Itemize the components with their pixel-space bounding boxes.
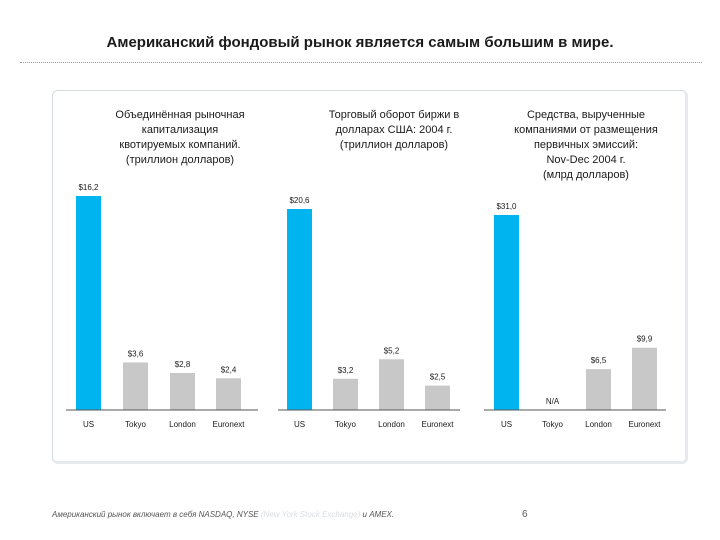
footnote-suffix: и AMEX. (360, 510, 395, 519)
chart-2-category-label: US (294, 420, 305, 429)
chart-3-title-line: Nov-Dec 2004 г. (546, 154, 625, 166)
chart-2-bar-london (379, 359, 404, 410)
chart-3-value-label: N/A (546, 397, 560, 406)
chart-1-category-label: Euronext (212, 420, 245, 429)
chart-1-category-label: Tokyo (125, 420, 146, 429)
chart-1-title-line: квотируемых компаний. (119, 139, 240, 151)
chart-3-category-label: Euronext (628, 420, 661, 429)
chart-2-category-label: Euronext (421, 420, 454, 429)
chart-1-bar-us (76, 196, 101, 410)
chart-3-bar-london (586, 369, 611, 410)
title-divider (20, 62, 702, 63)
chart-2-title-line: Торговый оборот биржи в (329, 109, 460, 121)
chart-1-value-label: $2,8 (175, 360, 191, 369)
chart-1-title-line: капитализация (142, 124, 218, 136)
footnote-faded: (New York Stock Exchange) (258, 510, 361, 519)
chart-2-value-label: $2,5 (430, 373, 446, 382)
chart-1-bar-tokyo (123, 362, 148, 410)
chart-2-bar-us (287, 209, 312, 410)
chart-1-title-line: Объединённая рыночная (115, 109, 244, 121)
chart-2-bar-euronext (425, 385, 450, 410)
chart-1-bar-london (170, 373, 195, 410)
chart-2-title-line: долларах США: 2004 г. (336, 124, 453, 136)
chart-3-category-label: London (585, 420, 612, 429)
chart-2-category-label: Tokyo (335, 420, 356, 429)
chart-3-value-label: $31,0 (496, 202, 517, 211)
page-number: 6 (522, 509, 528, 520)
page-title: Американский фондовый рынок является сам… (106, 34, 614, 51)
chart-1-value-label: $16,2 (78, 183, 99, 192)
chart-3-title-line: компаниями от размещения (514, 124, 658, 136)
chart-2-value-label: $20,6 (289, 196, 310, 205)
chart-3-value-label: $9,9 (637, 335, 653, 344)
chart-3-category-label: US (501, 420, 512, 429)
chart-3-value-label: $6,5 (591, 356, 607, 365)
chart-1-category-label: US (83, 420, 94, 429)
chart-3-category-label: Tokyo (542, 420, 563, 429)
footnote: Американский рынок включает в себя NASDA… (52, 510, 394, 519)
chart-1-bar-euronext (216, 378, 241, 410)
chart-1-value-label: $3,6 (128, 349, 144, 358)
footnote-prefix: Американский рынок включает в себя NASDA… (52, 510, 259, 519)
charts-panel (52, 90, 688, 464)
chart-2-bar-tokyo (333, 378, 358, 410)
chart-1-category-label: London (169, 420, 196, 429)
chart-1-value-label: $2,4 (221, 365, 237, 374)
chart-2-value-label: $3,2 (338, 366, 354, 375)
chart-1-title-line: (триллион долларов) (126, 154, 234, 166)
chart-3-bar-us (494, 215, 519, 410)
chart-2-value-label: $5,2 (384, 346, 400, 355)
chart-3-title-line: (млрд долларов) (543, 169, 629, 181)
chart-2-title-line: (триллион долларов) (340, 139, 448, 151)
chart-3-bar-euronext (632, 347, 657, 410)
chart-3-title-line: Средства, вырученные (527, 109, 645, 121)
chart-2-category-label: London (378, 420, 405, 429)
chart-3-title-line: первичных эмиссий: (534, 139, 638, 151)
